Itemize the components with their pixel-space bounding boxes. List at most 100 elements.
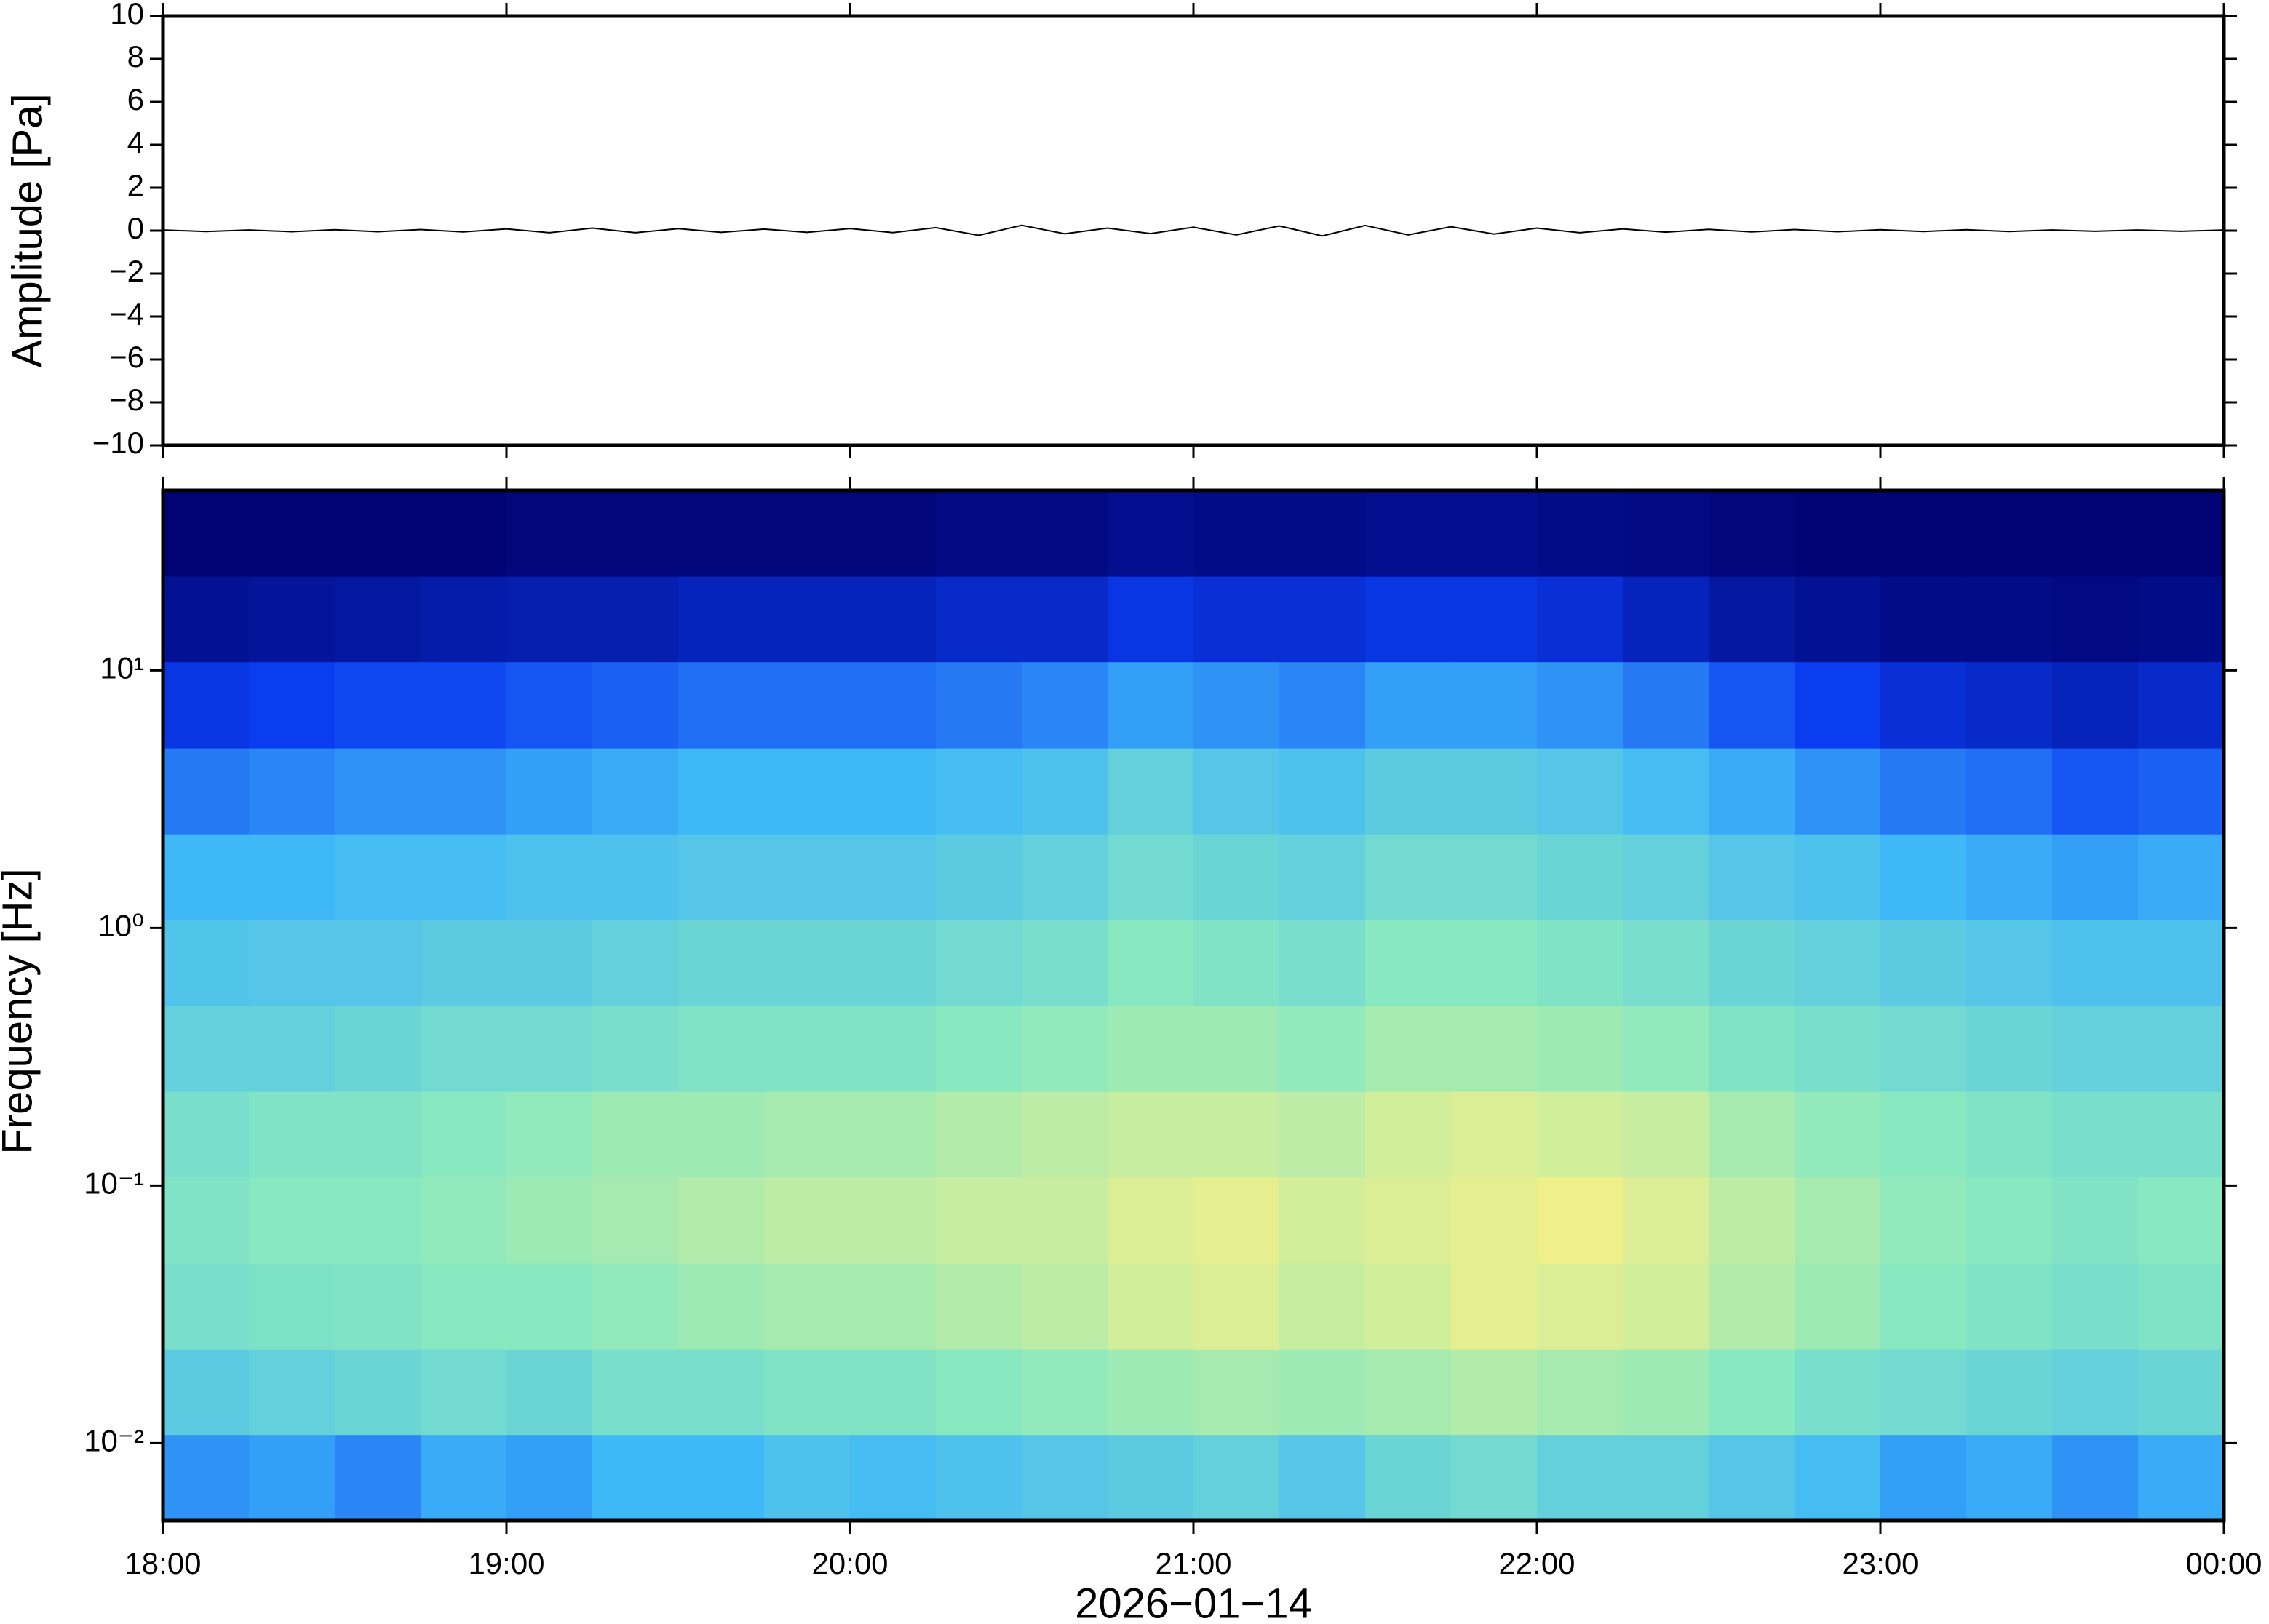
spectrogram-cell xyxy=(1795,576,1881,663)
spectrogram-cell xyxy=(1966,661,2053,749)
spectrogram-cell xyxy=(764,1006,851,1092)
spectrogram-cell xyxy=(2138,1263,2225,1350)
spectrogram-cell xyxy=(592,1091,679,1178)
spectrogram-cell xyxy=(506,1434,593,1521)
spectrogram-cell xyxy=(2052,1434,2139,1521)
spectrogram-cell xyxy=(335,1091,421,1178)
spectrogram-cell xyxy=(506,661,593,749)
spectrogram-cell xyxy=(1880,1091,1967,1178)
spectrogram-cell xyxy=(335,834,421,920)
spectrogram-cell xyxy=(1709,1263,1795,1350)
spectrogram-cell xyxy=(249,1434,335,1521)
y-tick-label: 0 xyxy=(127,211,144,245)
spectrogram-cell xyxy=(1537,919,1624,1006)
spectrogram-cell xyxy=(2138,919,2225,1006)
y-tick-label: −6 xyxy=(109,340,144,374)
spectrogram-cell xyxy=(2138,661,2225,749)
spectrogram-cell xyxy=(421,919,507,1006)
spectrogram-cell xyxy=(1022,661,1108,749)
spectrogram-cell xyxy=(1537,576,1624,663)
spectrogram-cell xyxy=(1795,748,1881,835)
spectrogram-cell xyxy=(1966,834,2053,920)
spectrogram-cell xyxy=(1880,748,1967,835)
spectrogram-cell xyxy=(1795,1177,1881,1264)
spectrogram-cell xyxy=(1193,919,1280,1006)
spectrogram-cell xyxy=(936,1006,1022,1092)
spectrogram-cell xyxy=(850,1349,937,1436)
spectrogram-cell xyxy=(335,576,421,663)
spectrogram-cell xyxy=(1537,1434,1624,1521)
spectrogram-cell xyxy=(1880,661,1967,749)
spectrogram-cell xyxy=(2138,1349,2225,1436)
spectrogram-cell xyxy=(163,1177,250,1264)
spectrogram-cell xyxy=(2138,748,2225,835)
spectrogram-cell xyxy=(2052,1006,2139,1092)
spectrogram-cell xyxy=(249,1006,335,1092)
spectrogram-cell xyxy=(421,1263,507,1350)
y-tick-label: 8 xyxy=(127,39,144,73)
spectrogram-cell xyxy=(249,490,335,577)
spectrogram-cell xyxy=(1537,834,1624,920)
spectrogram-cell xyxy=(936,834,1022,920)
spectrogram-cell xyxy=(764,1091,851,1178)
x-tick-label: 19:00 xyxy=(468,1546,544,1580)
spectrogram-cell xyxy=(1966,748,2053,835)
spectrogram-cell xyxy=(678,1349,765,1436)
spectrogram-cell xyxy=(1795,1006,1881,1092)
spectrogram-cell xyxy=(249,576,335,663)
y-tick-label: −4 xyxy=(109,297,144,331)
spectrogram-cell xyxy=(1279,1263,1366,1350)
spectrogram-cell xyxy=(1022,1091,1108,1178)
spectrogram-cell xyxy=(764,661,851,749)
spectrogram-cell xyxy=(1966,1349,2053,1436)
spectrogram-cell xyxy=(2138,1434,2225,1521)
spectrogram-cell xyxy=(1022,1349,1108,1436)
spectrogram-cell xyxy=(1537,1177,1624,1264)
spectrogram-cell xyxy=(1279,748,1366,835)
spectrogram-cell xyxy=(1193,661,1280,749)
spectrogram-cell xyxy=(1709,490,1795,577)
spectrogram-cell xyxy=(764,490,851,577)
spectrogram-cell xyxy=(249,1349,335,1436)
spectrogram-cell xyxy=(1108,834,1194,920)
spectrogram-cell xyxy=(2138,834,2225,920)
spectrogram-cell xyxy=(764,748,851,835)
y-tick-label: 10 xyxy=(110,0,144,31)
spectrogram-cell xyxy=(1623,834,1709,920)
spectrogram-cell xyxy=(421,1349,507,1436)
y-tick-label: −10 xyxy=(92,426,144,460)
spectrogram-cell xyxy=(764,576,851,663)
spectrogram-cell xyxy=(764,1177,851,1264)
spectrogram-cell xyxy=(850,490,937,577)
spectrogram-cell xyxy=(1365,1177,1452,1264)
spectrogram-cell xyxy=(1709,834,1795,920)
x-axis-label: 2026−01−14 xyxy=(1075,1580,1312,1624)
spectrogram-cell xyxy=(1623,661,1709,749)
spectrogram-cell xyxy=(335,661,421,749)
spectrogram-cell xyxy=(1451,1006,1538,1092)
spectrogram-cell xyxy=(506,919,593,1006)
spectrogram-cell xyxy=(249,1091,335,1178)
spectrogram-cell xyxy=(335,1434,421,1521)
spectrogram-cell xyxy=(936,1434,1022,1521)
spectrogram-cell xyxy=(1795,1434,1881,1521)
spectrogram-cell xyxy=(1193,1091,1280,1178)
spectrogram-cell xyxy=(1451,661,1538,749)
spectrogram-cell xyxy=(249,1177,335,1264)
y-tick-label: 10⁻¹ xyxy=(84,1166,144,1201)
spectrogram-cell xyxy=(1108,661,1194,749)
spectrogram-cell xyxy=(678,490,765,577)
spectrogram-cell xyxy=(1623,1091,1709,1178)
spectrogram-cell xyxy=(850,1006,937,1092)
spectrogram-cell xyxy=(1279,1177,1366,1264)
spectrogram-cell xyxy=(592,748,679,835)
x-tick-label: 21:00 xyxy=(1155,1546,1231,1580)
spectrogram-cell xyxy=(850,919,937,1006)
spectrogram-cell xyxy=(1279,661,1366,749)
spectrogram-cell xyxy=(1365,919,1452,1006)
spectrogram-cell xyxy=(850,834,937,920)
spectrogram-cell xyxy=(163,1349,250,1436)
spectrogram-cell xyxy=(1022,1006,1108,1092)
spectrogram-cell xyxy=(678,1177,765,1264)
